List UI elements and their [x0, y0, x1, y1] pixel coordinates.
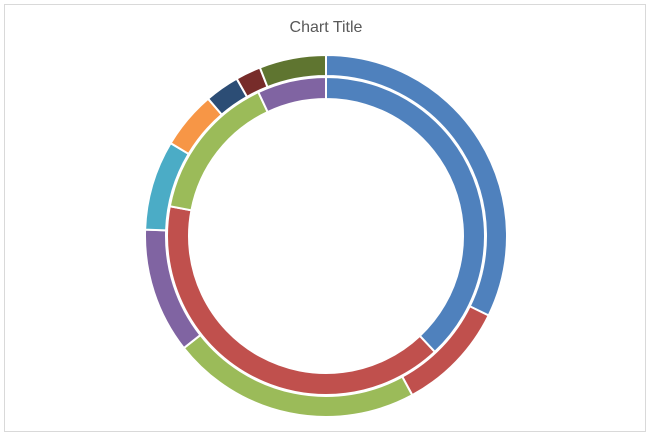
chart-area: Chart Title — [4, 4, 646, 432]
donut-rings — [144, 53, 508, 418]
inner-ring-slice-4 — [256, 75, 327, 114]
outer-ring-slice-9 — [258, 53, 327, 89]
chart-title: Chart Title — [289, 19, 363, 36]
donut-chart — [144, 53, 508, 418]
